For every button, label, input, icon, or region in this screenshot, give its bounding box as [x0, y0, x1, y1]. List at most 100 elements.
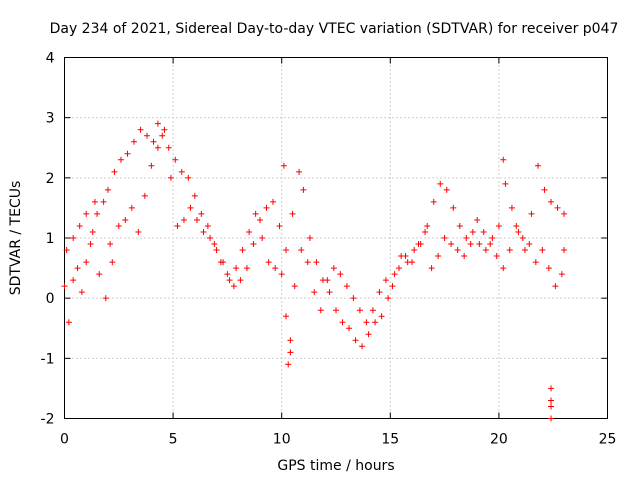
data-point [515, 228, 522, 235]
data-point [117, 156, 124, 163]
data-point [100, 198, 107, 205]
data-point [224, 271, 231, 278]
data-point [402, 253, 409, 260]
data-point [104, 186, 111, 193]
data-point [454, 247, 461, 254]
data-point [376, 289, 383, 296]
data-point [204, 222, 211, 229]
data-point [148, 162, 155, 169]
data-point [191, 192, 198, 199]
x-tick-label: 0 [60, 432, 69, 448]
data-point [161, 126, 168, 133]
data-point [76, 222, 83, 229]
data-point [424, 222, 431, 229]
data-point [96, 271, 103, 278]
data-point [469, 228, 476, 235]
data-point [545, 265, 552, 272]
data-point [391, 271, 398, 278]
data-point [167, 174, 174, 181]
data-point [487, 241, 494, 248]
data-point [378, 313, 385, 320]
x-axis-label: GPS time / hours [277, 458, 394, 474]
data-point [296, 168, 303, 175]
data-point [165, 144, 172, 151]
data-point [435, 253, 442, 260]
data-point [502, 180, 509, 187]
data-point [252, 210, 259, 217]
series-1 [63, 126, 568, 356]
data-point [359, 343, 366, 350]
data-point [144, 132, 151, 139]
data-point [382, 277, 389, 284]
data-point [317, 307, 324, 314]
data-point [395, 265, 402, 272]
data-point [270, 198, 277, 205]
data-point [415, 241, 422, 248]
data-point [456, 222, 463, 229]
data-point [411, 247, 418, 254]
data-point [558, 271, 565, 278]
data-point [285, 361, 292, 368]
data-point [337, 271, 344, 278]
data-point [233, 265, 240, 272]
data-point [154, 120, 161, 127]
data-point [213, 247, 220, 254]
data-point [198, 210, 205, 217]
data-point [65, 319, 72, 326]
y-tick-label: 3 [46, 111, 55, 127]
data-point [178, 168, 185, 175]
data-point [185, 174, 192, 181]
data-point [339, 319, 346, 326]
data-point [174, 222, 181, 229]
data-point [552, 283, 559, 290]
data-point [561, 210, 568, 217]
data-point [428, 265, 435, 272]
data-point [304, 259, 311, 266]
data-point [330, 265, 337, 272]
data-point [63, 247, 70, 254]
data-point [343, 283, 350, 290]
data-point [89, 228, 96, 235]
data-point [187, 204, 194, 211]
y-axis-label: SDTVAR / TECUs [8, 181, 24, 296]
data-point [526, 241, 533, 248]
data-point [474, 216, 481, 223]
data-point [280, 162, 287, 169]
data-point [287, 337, 294, 344]
data-point [128, 204, 135, 211]
data-point [263, 204, 270, 211]
data-point [78, 289, 85, 296]
data-point [443, 186, 450, 193]
data-point [200, 228, 207, 235]
data-point [363, 319, 370, 326]
data-point [87, 241, 94, 248]
data-point [365, 331, 372, 338]
data-point [548, 415, 555, 422]
y-tick-label: -1 [41, 351, 55, 367]
data-point [430, 198, 437, 205]
data-point [461, 253, 468, 260]
data-point [409, 259, 416, 266]
data-point [519, 235, 526, 241]
data-point [539, 247, 546, 254]
data-point [561, 247, 568, 254]
data-point [450, 204, 457, 211]
data-point [356, 307, 363, 314]
data-point [548, 198, 555, 205]
data-point [532, 259, 539, 266]
y-tick-label: 2 [46, 171, 55, 187]
data-point [506, 247, 513, 254]
data-point [333, 307, 339, 314]
data-point [500, 265, 507, 272]
data-point [306, 235, 313, 241]
data-point [83, 259, 90, 266]
data-point [278, 271, 285, 278]
data-point [180, 216, 187, 223]
data-point [534, 162, 541, 169]
data-point [480, 228, 487, 235]
data-point [448, 241, 455, 248]
data-point [61, 283, 68, 290]
data-point [265, 259, 272, 266]
y-tick-label: 1 [46, 231, 55, 247]
data-point [521, 247, 528, 254]
